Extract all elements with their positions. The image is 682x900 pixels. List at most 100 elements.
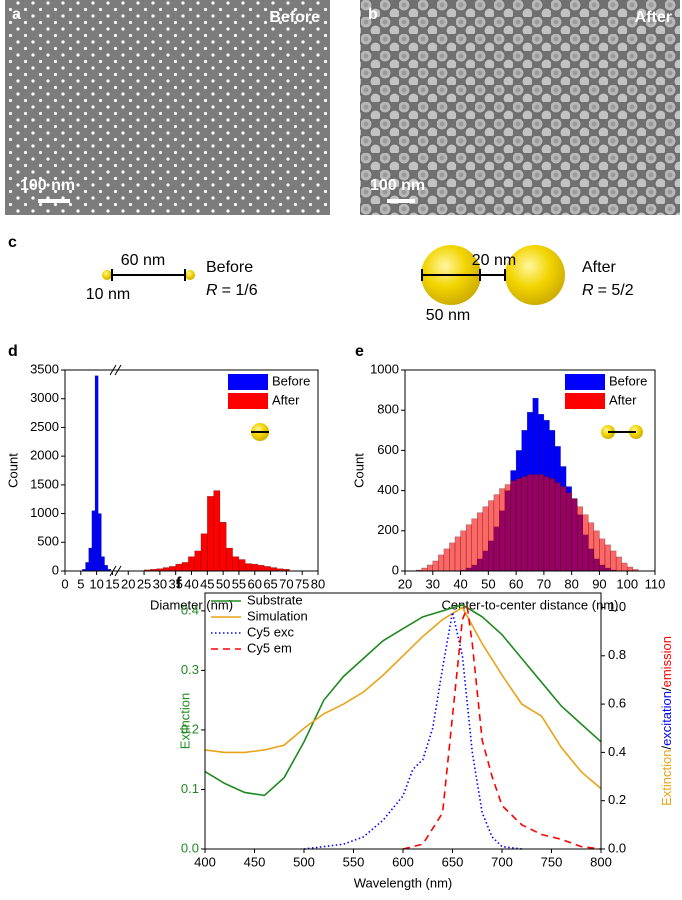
x-tick-label: 50 bbox=[216, 576, 230, 591]
sem-texture bbox=[360, 0, 680, 215]
x-tick-label: 800 bbox=[590, 854, 612, 869]
image-caption: After bbox=[635, 9, 672, 26]
x-tick-label: 500 bbox=[293, 854, 315, 869]
x-tick-label: 400 bbox=[194, 854, 216, 869]
bar bbox=[91, 510, 96, 572]
bar bbox=[465, 524, 472, 572]
y2-axis-label-part: excitation bbox=[659, 691, 674, 746]
line bbox=[204, 606, 602, 790]
bar bbox=[515, 478, 522, 572]
bar bbox=[543, 476, 550, 572]
x-tick-label: 0 bbox=[61, 576, 68, 591]
x-tick-label: 55 bbox=[232, 576, 246, 591]
line bbox=[204, 604, 602, 797]
panel-letter: e bbox=[355, 343, 364, 360]
legend-swatch bbox=[565, 393, 605, 409]
bar bbox=[162, 567, 170, 572]
bar bbox=[565, 492, 572, 572]
y-tick-label: 200 bbox=[377, 522, 399, 537]
bar bbox=[270, 567, 278, 572]
bar bbox=[527, 474, 533, 572]
x-tick-label: 65 bbox=[263, 576, 277, 591]
x-tick-label: 20 bbox=[121, 576, 135, 591]
legend-label: Before bbox=[609, 373, 647, 388]
bar bbox=[460, 530, 467, 572]
y-tick-label: 0.4 bbox=[181, 602, 199, 617]
bar bbox=[181, 562, 189, 572]
bar bbox=[449, 542, 456, 572]
x-tick-label: 550 bbox=[343, 854, 365, 869]
bar bbox=[538, 474, 545, 572]
plot-frame bbox=[404, 369, 656, 572]
bar bbox=[621, 562, 628, 572]
x-tick-label: 700 bbox=[491, 854, 513, 869]
x-tick-label: 50 bbox=[481, 576, 495, 591]
bar bbox=[438, 554, 445, 572]
y2-axis-label: Extinction/excitation/emission bbox=[659, 636, 674, 806]
x-tick-label: 30 bbox=[153, 576, 167, 591]
bar bbox=[554, 482, 561, 572]
legend-label: Cy5 em bbox=[247, 640, 292, 655]
x-tick-label: 25 bbox=[137, 576, 151, 591]
bar bbox=[560, 486, 567, 572]
x-tick-label: 5 bbox=[77, 576, 84, 591]
distance-label: 20 nm bbox=[472, 252, 516, 269]
y2-tick-label: 0.8 bbox=[608, 647, 626, 662]
y-tick-label: 3500 bbox=[30, 361, 59, 376]
bar bbox=[627, 566, 633, 572]
bar bbox=[493, 494, 500, 572]
bar bbox=[504, 484, 511, 572]
y-tick-label: 800 bbox=[377, 402, 399, 417]
x-tick-label: 450 bbox=[244, 854, 266, 869]
bar bbox=[471, 518, 478, 572]
scale-label: 100 nm bbox=[370, 177, 425, 194]
bar bbox=[588, 522, 595, 572]
y-axis-label: Extinction bbox=[177, 693, 192, 749]
bar bbox=[549, 478, 556, 572]
panel-letter: c bbox=[8, 234, 17, 251]
bar bbox=[226, 547, 233, 572]
bar bbox=[454, 536, 461, 572]
y-tick-label: 600 bbox=[377, 442, 399, 457]
y-tick-label: 0 bbox=[392, 562, 399, 577]
state-label: After bbox=[582, 259, 616, 276]
bar bbox=[521, 476, 528, 572]
bar bbox=[238, 559, 246, 572]
y-axis-label: Count bbox=[5, 453, 20, 488]
bar bbox=[188, 556, 195, 572]
bar bbox=[482, 506, 489, 572]
x-tick-label: 750 bbox=[541, 854, 563, 869]
bar bbox=[213, 490, 221, 572]
y2-tick-label: 0.4 bbox=[608, 744, 626, 759]
bar bbox=[194, 550, 202, 572]
bar bbox=[510, 480, 517, 572]
x-tick-label: 40 bbox=[184, 576, 198, 591]
y-tick-label: 3000 bbox=[30, 390, 59, 405]
bar bbox=[488, 500, 495, 572]
x-tick-label: 70 bbox=[537, 576, 551, 591]
x-tick-label: 75 bbox=[295, 576, 309, 591]
y-tick-label: 1000 bbox=[30, 505, 59, 520]
particle bbox=[505, 245, 565, 305]
bar bbox=[175, 563, 183, 572]
y-tick-label: 1500 bbox=[30, 476, 59, 491]
x-tick-label: 45 bbox=[200, 576, 214, 591]
bar bbox=[98, 513, 102, 572]
y2-axis-label-part: emission bbox=[659, 636, 674, 687]
x-tick-label: 90 bbox=[592, 576, 606, 591]
bar bbox=[615, 556, 622, 572]
legend-swatch bbox=[228, 393, 268, 409]
y2-axis-label-part: Extinction bbox=[659, 750, 674, 806]
line bbox=[402, 604, 602, 850]
panel-letter: a bbox=[12, 6, 21, 23]
bar bbox=[610, 550, 617, 572]
diameter-label: 50 nm bbox=[426, 307, 470, 324]
state-label: Before bbox=[206, 259, 253, 276]
scale-bar bbox=[387, 199, 415, 203]
bar bbox=[207, 496, 214, 572]
x-axis-label: Center-to-center distance (nm) bbox=[441, 597, 618, 612]
y2-axis-label-part: / bbox=[659, 687, 674, 691]
